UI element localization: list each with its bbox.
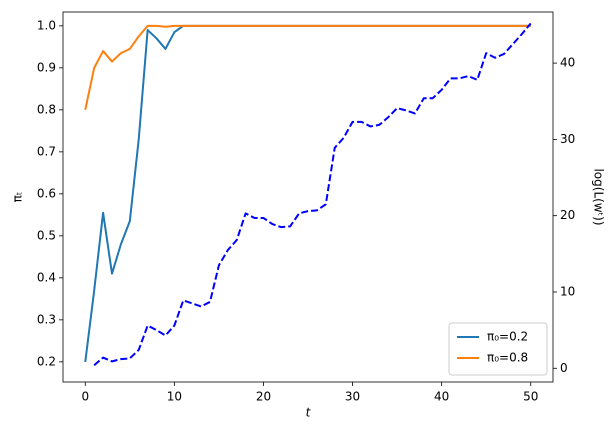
- y2-tick-label: 40: [560, 56, 575, 70]
- y-axis-label: πₜ: [11, 192, 25, 203]
- y2-tick-label: 20: [560, 208, 575, 222]
- x-tick-label: 10: [167, 390, 182, 404]
- x-axis-label: t: [306, 406, 312, 420]
- legend: π₀=0.2 π₀=0.8: [448, 322, 548, 376]
- x-tick-label: 50: [523, 390, 538, 404]
- series-line: [84, 24, 531, 111]
- series-line: [93, 22, 532, 366]
- x-tick-label: 40: [434, 390, 449, 404]
- y2-tick-label: 30: [560, 132, 575, 146]
- y-tick-label: 0.8: [37, 102, 56, 116]
- y-tick-label: 0.5: [37, 228, 56, 242]
- plot-frame: [62, 11, 554, 383]
- legend-label: π₀=0.8: [487, 351, 528, 365]
- y2-tick-label: 10: [560, 284, 575, 298]
- y-tick-label: 1.0: [37, 18, 56, 32]
- x-tick-label: 20: [256, 390, 271, 404]
- y-tick-label: 0.3: [37, 312, 56, 326]
- y-tick-label: 0.7: [37, 144, 56, 158]
- legend-label: π₀=0.2: [487, 330, 528, 344]
- y-tick-label: 0.6: [37, 186, 56, 200]
- y-tick-label: 0.4: [37, 270, 56, 284]
- x-tick-label: 30: [345, 390, 360, 404]
- y-tick-label: 0.2: [37, 354, 56, 368]
- x-tick-label: 0: [81, 390, 89, 404]
- y-tick-label: 0.9: [37, 60, 56, 74]
- y2-tick-label: 0: [560, 361, 568, 375]
- y2-axis-label: log(L(wᵗ)): [592, 168, 606, 225]
